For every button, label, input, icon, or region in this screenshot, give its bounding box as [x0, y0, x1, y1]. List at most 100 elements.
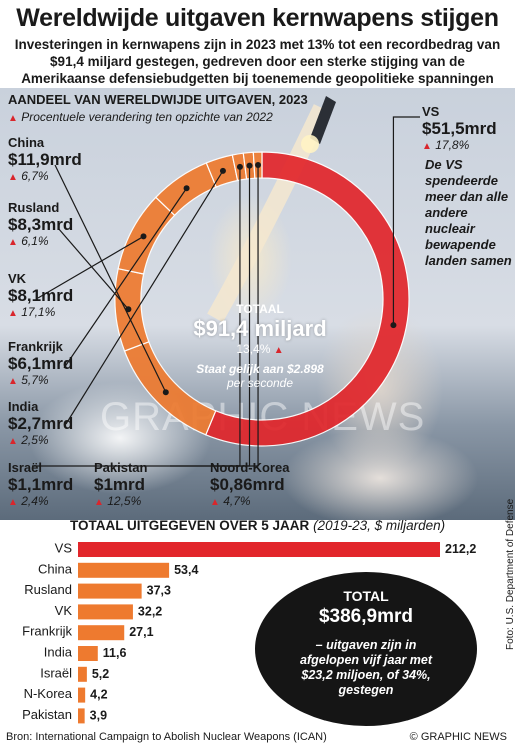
bar-value-label: 5,2	[92, 667, 109, 681]
triangle-up-icon: ▲	[8, 376, 18, 387]
bar-category-label: India	[44, 645, 73, 660]
label-india-value: $2,7mrd	[8, 414, 74, 433]
triangle-up-icon: ▲	[422, 141, 432, 152]
page-title: Wereldwijde uitgaven kernwapens stijgen	[16, 4, 499, 32]
donut-total-value: $91,4 miljard	[193, 316, 327, 341]
label-france-name: Frankrijk	[8, 339, 63, 354]
donut-slice-rusland	[114, 267, 150, 352]
label-india-name: India	[8, 399, 39, 414]
triangle-up-icon: ▲	[8, 237, 18, 248]
label-israel-pct-text: 2,4%	[21, 494, 49, 508]
credit-footer: © GRAPHIC NEWS	[409, 731, 507, 743]
label-uk: VK $8,1mrd ▲ 17,1%	[8, 271, 73, 321]
label-china: China $11,9mrd ▲ 6,7%	[8, 135, 82, 185]
label-uk-pct: ▲ 17,1%	[8, 305, 73, 321]
bar-chart-heading-unit: (2019-23, $ miljarden)	[313, 518, 446, 533]
leader-line	[392, 116, 420, 326]
bar-category-label: China	[38, 561, 73, 576]
triangle-up-icon: ▲	[8, 497, 18, 508]
leader-line	[57, 227, 129, 310]
label-us-pct: ▲ 17,8%	[422, 138, 510, 154]
leader-line	[37, 235, 144, 299]
bubble-total-value: $386,9mrd	[318, 606, 413, 627]
donut-total-change-text: 13,4%	[236, 342, 271, 356]
bar-value-label: 4,2	[90, 688, 107, 702]
label-india-pct-text: 2,5%	[21, 433, 49, 447]
per-second-line1: Staat gelijk aan $2.898	[196, 362, 324, 376]
label-pakistan-pct: ▲ 12,5%	[94, 494, 147, 510]
bar-n-korea	[78, 687, 86, 703]
triangle-up-icon: ▲	[210, 497, 220, 508]
triangle-up-icon: ▲	[94, 497, 104, 508]
bar-category-label: Frankrijk	[22, 624, 72, 639]
photo-illustration	[207, 96, 336, 323]
donut-note: ▲ Procentuele verandering ten opzichte v…	[8, 110, 273, 124]
donut-chart	[32, 116, 420, 467]
per-second-line2: per seconde	[226, 376, 294, 390]
bar-israël	[78, 666, 87, 682]
label-pakistan-name: Pakistan	[94, 460, 148, 475]
label-nkorea-pct: ▲ 4,7%	[210, 494, 289, 510]
label-uk-value: $8,1mrd	[8, 286, 74, 305]
label-us-name: VS	[422, 104, 440, 119]
label-uk-name: VK	[8, 271, 27, 286]
donut-total-change: 13,4% ▲	[170, 342, 350, 356]
label-russia-value: $8,3mrd	[8, 215, 74, 234]
bar-china	[78, 562, 170, 578]
label-us-pct-text: 17,8%	[435, 138, 470, 152]
bar-category-label: Pakistan	[22, 707, 72, 722]
bubble-total-label: TOTAL	[343, 588, 389, 604]
bar-chart-heading: TOTAAL UITGEGEVEN OVER 5 JAAR (2019-23, …	[70, 518, 445, 533]
bar-vk	[78, 604, 133, 620]
label-nkorea-pct-text: 4,7%	[223, 494, 251, 508]
leader-line	[54, 164, 167, 393]
bar-value-label: 27,1	[129, 625, 153, 639]
label-uk-pct-text: 17,1%	[21, 305, 56, 319]
bar-category-label: N-Korea	[24, 686, 73, 701]
total-bubble: TOTAL $386,9mrd – uitgaven zijn in afgel…	[255, 572, 477, 726]
bar-value-label: 212,2	[445, 542, 476, 556]
leader-line	[65, 170, 224, 425]
triangle-up-icon: ▲	[8, 113, 18, 124]
label-china-value: $11,9mrd	[8, 150, 82, 169]
label-israel-name: Israël	[8, 460, 42, 475]
leader-line	[63, 187, 188, 369]
label-france-pct-text: 5,7%	[21, 373, 49, 387]
label-france-value: $6,1mrd	[8, 354, 74, 373]
label-china-pct: ▲ 6,7%	[8, 169, 82, 185]
donut-note-text: Procentuele verandering ten opzichte van…	[21, 110, 273, 124]
label-france: Frankrijk $6,1mrd ▲ 5,7%	[8, 339, 73, 389]
donut-total-label: TOTAAL	[236, 302, 284, 316]
bar-category-label: VK	[55, 603, 73, 618]
bar-rusland	[78, 583, 142, 599]
source-footer: Bron: International Campaign to Abolish …	[6, 731, 327, 743]
label-india: India $2,7mrd ▲ 2,5%	[8, 399, 73, 449]
page-subtitle: Investeringen in kernwapens zijn in 2023…	[14, 37, 501, 86]
label-us-value: $51,5mrd	[422, 119, 497, 138]
label-nkorea-name: Noord-Korea	[210, 460, 290, 475]
triangle-up-icon: ▲	[8, 436, 18, 447]
us-note: De VS spendeerde meer dan alle andere nu…	[425, 157, 512, 268]
label-russia-pct-text: 6,1%	[21, 234, 49, 248]
label-nkorea-value: $0,86mrd	[210, 475, 285, 494]
bar-vs	[78, 542, 440, 557]
label-israel-pct: ▲ 2,4%	[8, 494, 73, 510]
bar-chart: VS 212,2 China 53,4 Rusland 37,3 VK 32,2 Frankri…	[22, 541, 476, 724]
donut-heading: AANDEEL VAN WERELDWIJDE UITGAVEN, 2023	[8, 92, 308, 107]
bar-category-label: Rusland	[24, 582, 72, 597]
label-china-name: China	[8, 135, 45, 150]
triangle-up-icon: ▲	[8, 308, 18, 319]
photo-credit: Foto: U.S. Department of Defense	[505, 498, 515, 650]
bar-value-label: 37,3	[147, 584, 171, 598]
leader-line	[212, 165, 259, 467]
triangle-up-icon: ▲	[273, 345, 284, 356]
bar-value-label: 3,9	[90, 708, 107, 722]
bar-category-label: VS	[55, 541, 73, 556]
label-nkorea: Noord-Korea $0,86mrd ▲ 4,7%	[210, 460, 289, 510]
label-pakistan: Pakistan $1mrd ▲ 12,5%	[94, 460, 147, 510]
label-russia-pct: ▲ 6,1%	[8, 234, 73, 250]
bar-chart-heading-text: TOTAAL UITGEGEVEN OVER 5 JAAR	[70, 518, 310, 533]
triangle-up-icon: ▲	[8, 172, 18, 183]
label-russia-name: Rusland	[8, 200, 60, 215]
label-pakistan-pct-text: 12,5%	[107, 494, 142, 508]
